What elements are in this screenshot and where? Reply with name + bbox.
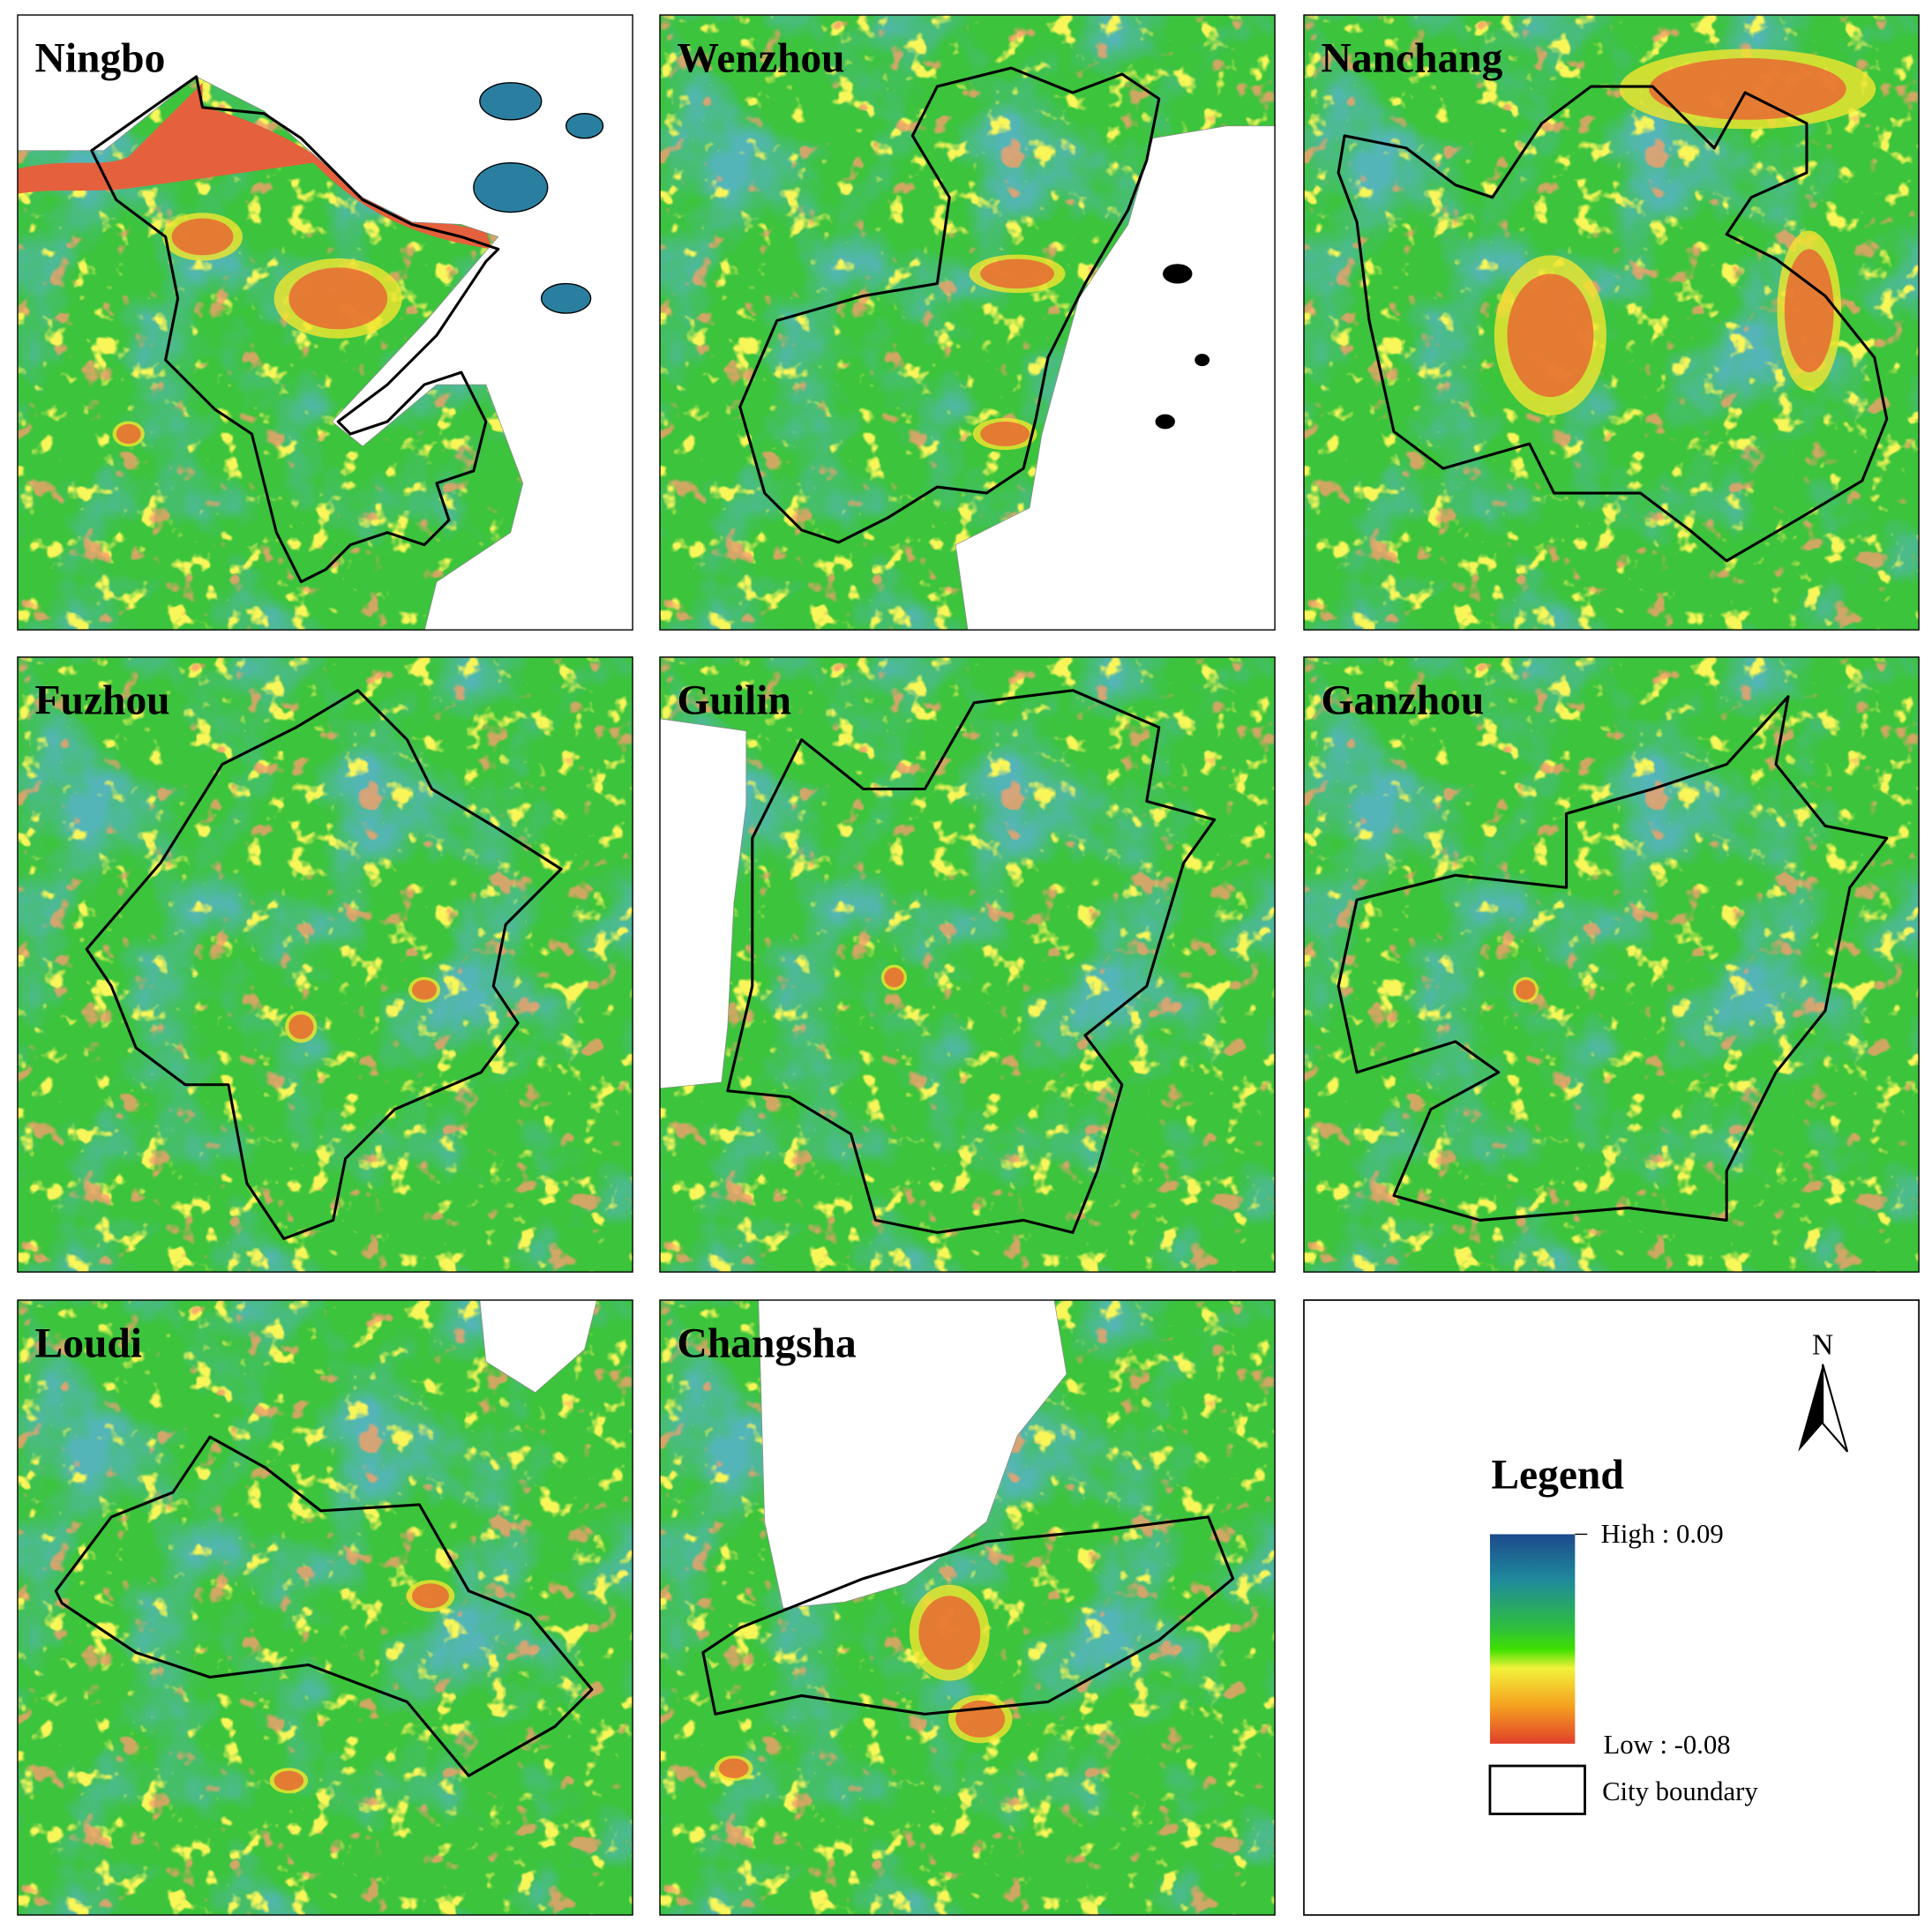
urban-area bbox=[1784, 249, 1834, 373]
raster bbox=[1304, 657, 1920, 1273]
island bbox=[565, 113, 604, 139]
panel-frame bbox=[659, 1299, 1276, 1916]
urban-area bbox=[918, 1596, 981, 1671]
raster bbox=[18, 15, 633, 631]
city-boundary bbox=[726, 689, 1217, 1234]
urban-area bbox=[1507, 273, 1594, 398]
panel-frame bbox=[659, 14, 1276, 631]
urban-area bbox=[288, 1014, 314, 1040]
raster bbox=[18, 657, 633, 1273]
urban-area bbox=[1649, 57, 1846, 120]
legend-title: Legend bbox=[1491, 1453, 1623, 1499]
map-panel: Changsha bbox=[659, 1299, 1276, 1916]
urban-area bbox=[412, 980, 437, 1000]
map-panel: Ningbo bbox=[17, 14, 633, 631]
panel-title: Changsha bbox=[678, 1320, 857, 1366]
panel-title: Loudi bbox=[35, 1320, 142, 1366]
city-boundary bbox=[1337, 85, 1889, 563]
island bbox=[479, 82, 543, 121]
panel-frame bbox=[1303, 656, 1920, 1273]
city-boundary bbox=[90, 75, 500, 584]
map-panels: Ningbo Wenzhou Nanchang Fuzhou Guilin Ganzhou… bbox=[17, 14, 1920, 1916]
panel-frame bbox=[17, 656, 633, 1273]
legend-boundary: City boundary bbox=[1602, 1776, 1758, 1806]
city-boundary bbox=[1337, 695, 1889, 1222]
north-arrow bbox=[1822, 1364, 1849, 1453]
north-arrow bbox=[1798, 1364, 1823, 1452]
raster-red bbox=[660, 657, 1276, 1273]
map-panel: Nanchang bbox=[1303, 14, 1920, 631]
urban-area bbox=[288, 267, 388, 330]
raster bbox=[1304, 15, 1920, 631]
panel-title: Wenzhou bbox=[678, 35, 845, 81]
panel-title: Fuzhou bbox=[35, 677, 170, 723]
urban-area bbox=[719, 1758, 749, 1779]
panel-title: Ningbo bbox=[35, 35, 166, 81]
panel-title: Ganzhou bbox=[1322, 677, 1485, 723]
legend-low: Low : -0.08 bbox=[1603, 1730, 1730, 1760]
panel-frame bbox=[17, 1299, 633, 1916]
north-label: N bbox=[1812, 1328, 1833, 1361]
legend-panel: N Legend High : 0.09 Low : -0.08 City bo… bbox=[1303, 1299, 1920, 1916]
raster bbox=[18, 1300, 633, 1916]
city-boundary bbox=[85, 689, 563, 1240]
panel-frame bbox=[17, 14, 633, 631]
map-panel: Wenzhou bbox=[659, 14, 1276, 631]
legend-high: High : 0.09 bbox=[1601, 1519, 1724, 1549]
no-data-area bbox=[18, 15, 633, 631]
legend-boundary-swatch bbox=[1488, 1764, 1586, 1815]
panel-title: Guilin bbox=[678, 677, 791, 723]
city-boundary bbox=[701, 1515, 1235, 1716]
raster bbox=[660, 657, 1276, 1273]
island bbox=[1194, 354, 1210, 367]
urban-area bbox=[412, 1583, 449, 1609]
map-panel: Ganzhou bbox=[1303, 656, 1920, 1273]
no-data-area bbox=[479, 1300, 597, 1394]
island bbox=[1155, 414, 1175, 430]
no-data-area bbox=[660, 718, 747, 1089]
urban-area bbox=[980, 422, 1030, 446]
map-panel: Loudi bbox=[17, 1299, 633, 1916]
map-panel: Guilin bbox=[659, 656, 1276, 1273]
urban-area bbox=[1516, 980, 1536, 1000]
city-boundary bbox=[738, 66, 1161, 544]
raster-red bbox=[18, 1300, 633, 1916]
panel-title: Nanchang bbox=[1322, 35, 1503, 81]
city-boundary bbox=[54, 1435, 594, 1777]
river bbox=[18, 82, 492, 250]
urban-area bbox=[171, 218, 234, 256]
island bbox=[473, 161, 549, 213]
urban-area bbox=[116, 423, 141, 445]
raster bbox=[660, 15, 1276, 631]
raster bbox=[660, 1300, 1276, 1916]
no-data-area bbox=[955, 125, 1276, 631]
island bbox=[541, 282, 592, 314]
map-panel: Fuzhou bbox=[17, 656, 633, 1273]
raster-red bbox=[18, 657, 633, 1273]
urban-area bbox=[980, 258, 1055, 289]
panel-frame bbox=[1303, 14, 1920, 631]
island bbox=[1162, 264, 1193, 284]
panel-frame bbox=[659, 656, 1276, 1273]
urban-area bbox=[884, 968, 904, 988]
urban-area bbox=[273, 1770, 304, 1791]
legend-colorbar bbox=[1489, 1534, 1576, 1744]
